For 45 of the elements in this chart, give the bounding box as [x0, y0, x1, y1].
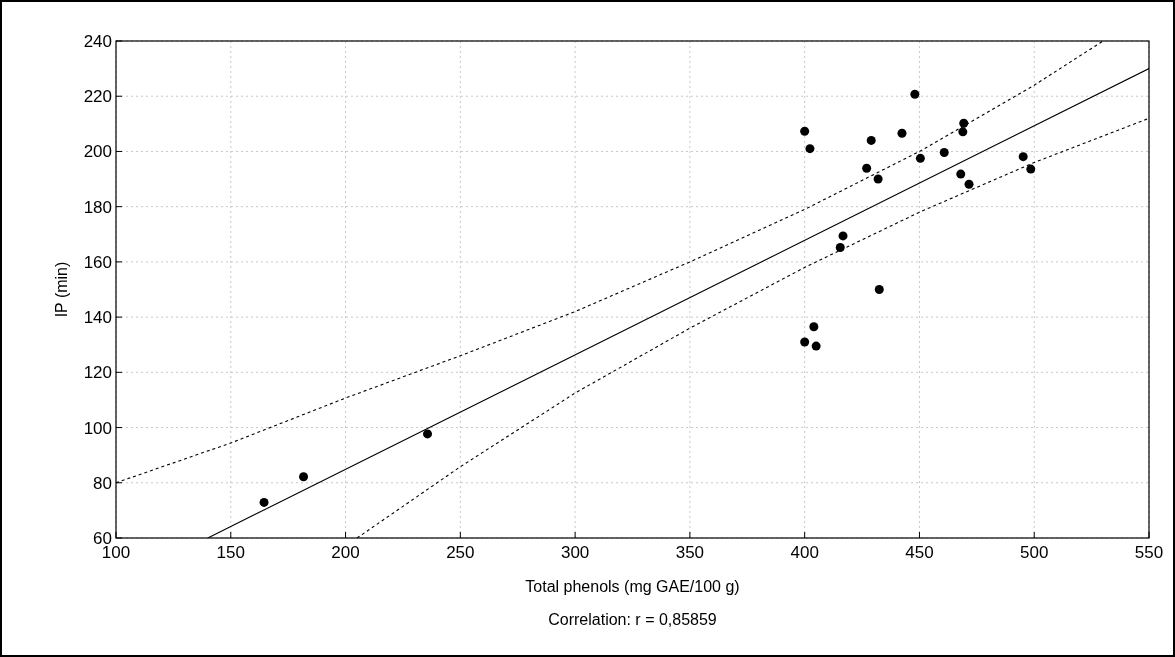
y-tick-label: 160: [83, 252, 112, 272]
y-tick-label: 240: [83, 32, 112, 51]
point: [956, 169, 966, 179]
y-axis-title: IP (min): [53, 261, 70, 318]
y-tick-label: 200: [83, 142, 112, 162]
y-tick-label: 220: [83, 87, 112, 107]
point: [800, 126, 810, 136]
point: [1018, 152, 1028, 162]
point: [897, 128, 907, 138]
point: [862, 163, 872, 173]
point: [958, 127, 968, 137]
x-tick-label: 400: [790, 543, 819, 562]
y-tick-label: 120: [83, 363, 112, 383]
point: [805, 144, 815, 154]
point: [874, 285, 884, 294]
point: [939, 148, 949, 158]
x-tick-label: 150: [216, 543, 245, 562]
point: [838, 231, 848, 241]
x-tick-label: 350: [675, 543, 705, 562]
x-tick-label: 500: [1020, 543, 1049, 562]
x-tick-label: 450: [905, 543, 934, 562]
x-tick-label: 200: [331, 543, 360, 562]
y-tick-label: 80: [93, 473, 112, 493]
point: [800, 337, 810, 347]
text: Correlation: r = 0,85859: [548, 611, 717, 628]
point: [964, 179, 974, 189]
x-tick-label: 250: [446, 543, 475, 562]
point: [866, 135, 876, 145]
point: [259, 497, 269, 507]
point: [1026, 164, 1036, 174]
y-tick-label: 180: [83, 197, 112, 217]
point: [873, 174, 883, 184]
point: [809, 322, 819, 332]
point: [811, 341, 821, 351]
point: [959, 118, 969, 128]
point: [423, 429, 433, 439]
point: [835, 243, 845, 253]
x-axis-title: Total phenols (mg GAE/100 g): [525, 578, 740, 595]
y-tick-label: 100: [83, 418, 112, 438]
y-tick-label: 140: [83, 308, 112, 328]
point: [299, 472, 309, 482]
point: [915, 153, 925, 163]
x-tick-label: 550: [1134, 543, 1164, 562]
point: [910, 89, 920, 99]
x-tick-label: 300: [560, 543, 590, 562]
